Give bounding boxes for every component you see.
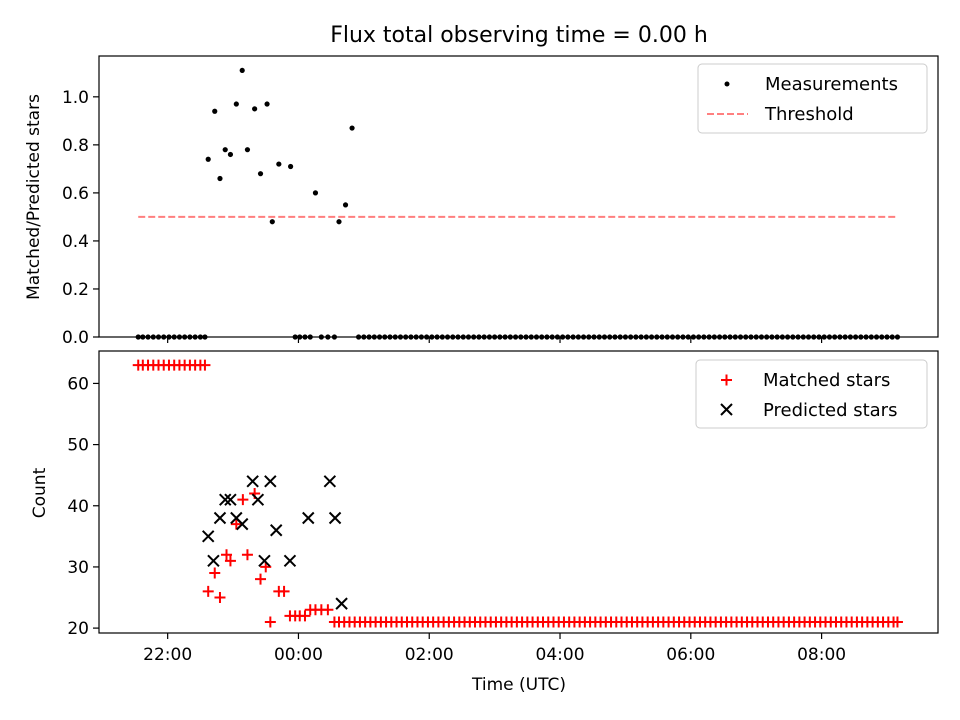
matched-star-point: [199, 359, 211, 371]
matched-star-point: [230, 518, 242, 530]
matched-star-point: [299, 610, 311, 622]
y-tick-label: 50: [67, 436, 89, 456]
measurement-point: [227, 151, 234, 158]
x-tick-label: 22:00: [143, 645, 192, 665]
matched-star-point: [221, 549, 233, 561]
bottom-y-axis: 20 30 40 50 60: [67, 374, 99, 639]
predicted-star-point: [335, 597, 348, 610]
x-tick-label: 02:00: [405, 645, 454, 665]
matched-star-point: [202, 585, 214, 597]
measurement-point: [257, 171, 264, 177]
measurement-point: [233, 101, 239, 107]
top-x-ticks: [167, 337, 823, 343]
legend-predicted-marker: [720, 403, 733, 416]
matched-star-point: [214, 592, 226, 604]
legend-matched-label: Matched stars: [763, 370, 890, 391]
y-tick-label: 0.4: [62, 232, 89, 252]
bottom-legend-box: [695, 359, 928, 429]
predicted-star-point: [323, 475, 337, 488]
bottom-panel-frame: [98, 350, 939, 634]
y-tick-label: 20: [67, 619, 89, 639]
x-axis-label: Time (UTC): [471, 675, 566, 695]
y-tick-label: 0.0: [62, 328, 89, 348]
measurement-point: [264, 101, 270, 107]
top-panel: 0.0 0.2 0.4 0.6 0.8 1.0 Matched/Predicted sta…: [24, 55, 939, 348]
measurement-point: [342, 202, 349, 208]
measurement-point: [336, 219, 342, 225]
top-y-axis-label: Matched/Predicted stars: [24, 94, 44, 300]
matched-star-point: [264, 616, 276, 628]
measurement-point: [349, 125, 355, 131]
x-tick-label: 08:00: [797, 645, 846, 665]
matched-star-point: [224, 555, 236, 567]
predicted-star-point: [236, 517, 249, 531]
measurement-point: [239, 67, 245, 74]
matched-star-point: [255, 573, 267, 585]
y-tick-label: 1.0: [62, 88, 89, 108]
matched-star-point: [891, 616, 903, 628]
predicted-star-point: [251, 493, 265, 506]
predicted-star-point: [328, 511, 342, 525]
predicted-star-point: [302, 511, 315, 525]
y-tick-label: 40: [67, 497, 89, 517]
predicted-star-point: [207, 554, 220, 568]
top-y-axis: 0.0 0.2 0.4 0.6 0.8 1.0: [62, 88, 99, 348]
matched-star-point: [278, 585, 290, 597]
bottom-x-axis: 22:00 00:00 02:00 04:00 06:00 08:00: [143, 633, 846, 665]
top-panel-frame: [98, 55, 939, 338]
predicted-star-point: [224, 493, 237, 506]
measurement-point: [252, 106, 258, 112]
x-tick-label: 00:00: [274, 645, 323, 665]
bottom-legend: Matched stars Predicted stars: [695, 359, 928, 429]
y-tick-label: 30: [67, 558, 89, 578]
y-tick-label: 0.6: [62, 184, 89, 204]
predicted-star-point: [201, 530, 215, 543]
y-tick-label: 60: [67, 374, 89, 394]
measurement-point: [312, 190, 319, 196]
measurement-point: [244, 147, 251, 153]
measurement-point: [276, 161, 282, 167]
measurement-point: [205, 156, 211, 162]
predicted-star-point: [213, 511, 227, 525]
measurement-point: [217, 175, 223, 182]
x-tick-label: 06:00: [666, 645, 715, 665]
y-tick-label: 0.2: [62, 280, 89, 300]
y-tick-label: 0.8: [62, 136, 89, 156]
matched-star-point: [241, 549, 253, 561]
matched-star-point: [322, 604, 334, 616]
measurement-point: [269, 219, 275, 225]
measurement-point: [288, 163, 294, 170]
predicted-star-point: [258, 554, 271, 568]
legend-measurements-label: Measurements: [765, 74, 898, 95]
predicted-star-point: [283, 554, 297, 568]
matched-star-point: [209, 567, 221, 579]
predicted-star-point: [270, 524, 283, 537]
legend-matched-marker: [721, 374, 732, 386]
top-legend-box: [697, 63, 928, 134]
predicted-star-point: [264, 475, 277, 488]
bottom-panel: 20 30 40 50 60 22:00 00:00 02:00 04:00 06:00 08:0…: [30, 350, 939, 695]
chart-title: Flux total observing time = 0.00 h: [330, 23, 708, 48]
x-tick-label: 04:00: [536, 645, 585, 665]
legend-predicted-label: Predicted stars: [763, 400, 897, 421]
legend-measurements-marker: [724, 81, 730, 87]
predicted-star-point: [219, 493, 232, 506]
bottom-y-axis-label: Count: [30, 467, 50, 518]
bottom-panel-marks: [132, 359, 903, 628]
measurement-point: [212, 108, 218, 114]
legend-threshold-label: Threshold: [764, 104, 854, 125]
measurement-point: [222, 147, 228, 153]
matched-star-point: [237, 494, 249, 506]
predicted-star-point: [246, 475, 259, 488]
top-legend: Measurements Threshold: [697, 63, 928, 134]
